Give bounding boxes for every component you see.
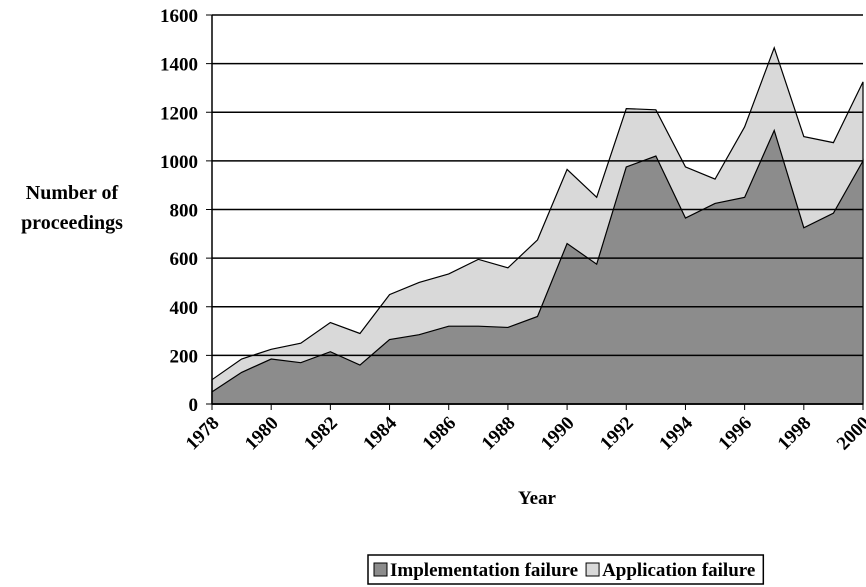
y-tick-label: 1400 <box>160 55 198 76</box>
y-tick-label: 1600 <box>160 6 198 27</box>
y-tick-label: 400 <box>170 298 199 319</box>
y-tick-label: 800 <box>170 201 199 222</box>
y-tick-label: 0 <box>189 395 199 416</box>
legend-box <box>367 554 765 585</box>
legend-swatch <box>373 562 388 577</box>
legend-label: Application failure <box>602 560 755 581</box>
area <box>211 128 864 405</box>
x-tick-label: 1980 <box>241 413 283 455</box>
x-tick-label: 1984 <box>359 412 401 454</box>
x-tick-label: 1978 <box>182 413 224 455</box>
x-tick-label: 1982 <box>300 413 342 455</box>
legend-swatch <box>585 562 600 577</box>
x-tick-label: 1996 <box>714 413 756 455</box>
y-tick-label: 1000 <box>160 152 198 173</box>
x-tick-label: 2000 <box>833 413 866 455</box>
x-tick-label: 1994 <box>655 412 697 454</box>
legend-label: Implementation failure <box>390 560 578 581</box>
y-axis-label: Number of proceedings <box>21 182 123 234</box>
y-tick-label: 1200 <box>160 103 198 124</box>
x-tick-label: 1988 <box>478 413 520 455</box>
y-tick-label: 600 <box>170 249 199 270</box>
x-axis-label: Year <box>518 488 557 509</box>
x-tick-label: 1992 <box>596 413 638 455</box>
y-tick-label: 200 <box>170 346 199 367</box>
x-tick-label: 1986 <box>419 413 461 455</box>
x-tick-label: 1990 <box>537 413 579 455</box>
x-tick-label: 1998 <box>774 413 816 455</box>
